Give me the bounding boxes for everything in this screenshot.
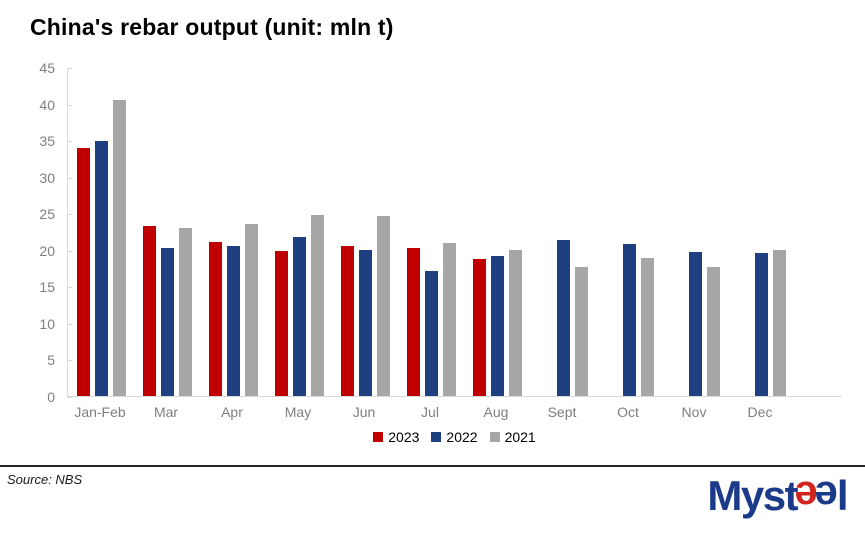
bar-2021-aug [508, 249, 522, 396]
x-axis-label-jan-feb: Jan-Feb [74, 404, 126, 420]
bar-2023-apr [208, 241, 222, 396]
bar-group-mar [134, 68, 200, 396]
bar-2021-jan-feb [112, 99, 126, 396]
x-axis-label-oct: Oct [617, 404, 639, 420]
x-axis-label-may: May [284, 404, 312, 420]
bar-2022-may [292, 236, 306, 396]
source-note: Source: NBS [7, 472, 83, 487]
legend: 2023 2022 2021 [67, 429, 842, 445]
bar-2021-oct [640, 257, 654, 396]
bar-2021-jul [442, 242, 456, 396]
bar-2021-apr [244, 223, 258, 396]
logo-e-blue: e [815, 473, 838, 520]
legend-label-2022: 2022 [446, 429, 478, 445]
bar-2023-may [274, 250, 288, 396]
plot-area [67, 68, 842, 397]
legend-swatch-2023 [373, 432, 384, 442]
legend-item-2021: 2021 [489, 429, 536, 445]
y-axis-tick [67, 250, 72, 252]
mysteel-logo: Mysteel [707, 472, 849, 520]
bar-2021-sept [574, 266, 588, 396]
y-axis-tick [67, 214, 72, 216]
y-axis-tick [67, 287, 72, 289]
y-axis-label: 35 [39, 133, 55, 150]
logo-text-myst: Myst [707, 472, 798, 519]
x-axis-label-mar: Mar [153, 404, 179, 420]
bar-group-oct [596, 68, 662, 396]
bar-2021-mar [178, 227, 192, 396]
y-axis-label: 30 [39, 169, 55, 186]
bar-group-jul [398, 68, 464, 396]
y-axis-tick [67, 397, 72, 398]
bar-2022-aug [490, 255, 504, 396]
bar-group-aug [464, 68, 530, 396]
x-axis-label-dec: Dec [747, 404, 773, 420]
chart-title: China's rebar output (unit: mln t) [30, 14, 394, 40]
bar-2022-nov [688, 252, 702, 396]
bar-2021-may [310, 215, 324, 396]
y-axis-label: 20 [39, 242, 55, 259]
bar-2022-mar [160, 247, 174, 396]
y-axis-label: 0 [47, 389, 55, 405]
x-axis-label-nov: Nov [681, 404, 707, 420]
x-axis-label-aug: Aug [483, 404, 509, 420]
y-axis-label: 25 [39, 206, 55, 223]
y-axis-tick [67, 360, 72, 362]
y-axis-tick [67, 141, 72, 143]
bar-2023-aug [472, 258, 486, 396]
x-axis-label-jun: Jun [352, 404, 376, 420]
bar-group-may [266, 68, 332, 396]
legend-swatch-2021 [489, 432, 500, 442]
bar-2023-jul [406, 248, 420, 396]
x-axis-label-jul: Jul [421, 404, 439, 420]
logo-text-l: l [836, 472, 849, 519]
divider-line [0, 465, 865, 467]
y-axis-label: 5 [47, 352, 55, 369]
bar-2023-jan-feb [76, 148, 90, 396]
bar-2021-jun [376, 216, 390, 396]
bar-group-dec [728, 68, 794, 396]
bar-2021-nov [706, 266, 720, 396]
bar-2022-jul [424, 271, 438, 396]
legend-swatch-2022 [431, 432, 442, 442]
bar-2021-dec [772, 249, 786, 396]
y-axis-label: 40 [39, 96, 55, 113]
y-axis-label: 10 [39, 315, 55, 332]
bar-2023-mar [142, 225, 156, 396]
bar-2022-apr [226, 246, 240, 396]
x-axis-label-sept: Sept [547, 404, 577, 420]
bar-group-sept [530, 68, 596, 396]
y-axis-label: 15 [39, 279, 55, 296]
bar-group-jan-feb [68, 68, 134, 396]
legend-item-2023: 2023 [373, 429, 419, 445]
y-axis-tick [67, 177, 72, 179]
bar-2022-dec [754, 253, 768, 396]
y-axis-tick [67, 104, 72, 106]
bar-group-apr [200, 68, 266, 396]
bar-group-jun [332, 68, 398, 396]
bar-2023-jun [340, 246, 354, 396]
legend-label-2021: 2021 [504, 429, 536, 445]
logo-e-red: e [796, 473, 818, 520]
legend-item-2022: 2022 [431, 429, 478, 445]
bar-2022-jun [358, 249, 372, 396]
y-axis-tick [67, 323, 72, 325]
bar-group-nov [662, 68, 728, 396]
y-axis-label: 45 [39, 60, 55, 76]
bar-2022-oct [622, 243, 636, 396]
bar-2022-jan-feb [94, 140, 108, 396]
bar-2022-sept [556, 239, 570, 396]
legend-label-2023: 2023 [388, 429, 420, 445]
x-axis-label-apr: Apr [221, 404, 243, 420]
y-axis-tick [67, 68, 72, 69]
